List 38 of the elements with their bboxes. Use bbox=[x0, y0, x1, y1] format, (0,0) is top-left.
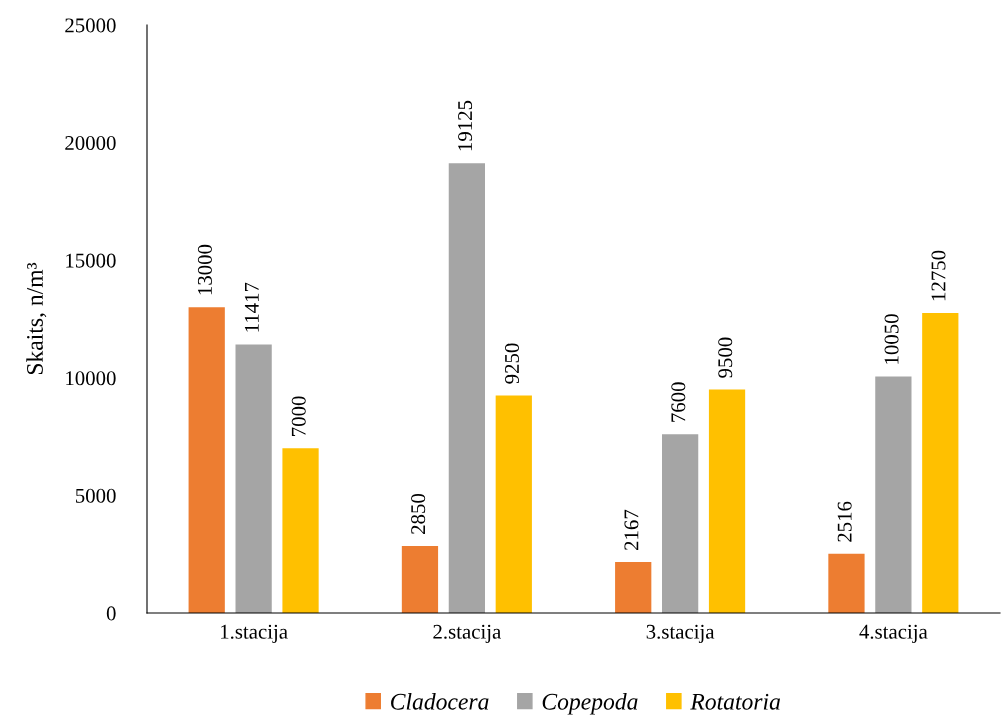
bar bbox=[188, 307, 225, 613]
x-tick-label: 4.stacija bbox=[859, 624, 928, 643]
bar bbox=[495, 395, 532, 613]
y-tick-label: 0 bbox=[106, 606, 116, 621]
legend-label: Cladocera bbox=[391, 693, 489, 710]
x-tick-label: 1.stacija bbox=[221, 624, 288, 643]
data-label: 7600 bbox=[671, 382, 686, 422]
data-label: 9250 bbox=[504, 343, 519, 384]
data-label: 12750 bbox=[931, 250, 946, 301]
y-tick-label: 20000 bbox=[65, 135, 116, 151]
data-label: 19125 bbox=[458, 100, 473, 151]
x-tick-label: 3.stacija bbox=[646, 624, 715, 643]
x-tick-label: 2.stacija bbox=[433, 624, 502, 643]
data-label: 7000 bbox=[291, 396, 306, 436]
y-tick-label: 25000 bbox=[65, 18, 116, 33]
y-tick-label: 10000 bbox=[66, 371, 116, 386]
bar bbox=[401, 545, 439, 613]
data-label: 2850 bbox=[411, 493, 426, 534]
data-label: 10050 bbox=[884, 314, 899, 364]
data-label: 11417 bbox=[244, 282, 259, 332]
bar bbox=[662, 434, 699, 613]
data-label: 9500 bbox=[718, 337, 733, 378]
legend-label: Rotatoria bbox=[690, 693, 780, 710]
bar bbox=[922, 313, 959, 613]
bar bbox=[828, 553, 865, 613]
bar bbox=[235, 344, 272, 613]
data-label: 2516 bbox=[837, 501, 852, 542]
data-label: 2167 bbox=[624, 509, 639, 551]
data-label: 13000 bbox=[197, 244, 212, 295]
bar bbox=[875, 376, 912, 613]
y-tick-label: 15000 bbox=[66, 253, 116, 268]
bar bbox=[282, 448, 319, 613]
legend-label: Copepoda bbox=[542, 693, 638, 715]
y-tick-label: 5000 bbox=[75, 488, 116, 503]
bar bbox=[448, 163, 485, 613]
bar bbox=[615, 562, 652, 613]
y-axis-title: Skaits, n/m³ bbox=[26, 262, 47, 375]
bar bbox=[708, 389, 746, 613]
